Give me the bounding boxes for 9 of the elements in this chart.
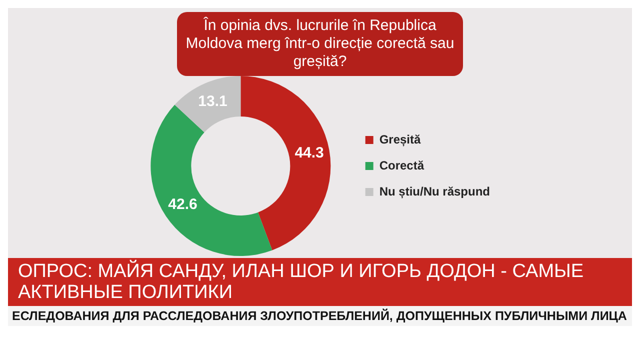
text: ОПРОС: МАЙЯ САНДУ, ИЛАН ШОР И ИГОРЬ ДОДОН - САМЫЕ АКТИВНЫЕ ПОЛИТИКИ bbox=[8, 258, 632, 306]
legend-label: Nu știu/Nu răspund bbox=[379, 184, 490, 198]
legend-label: Greșită bbox=[379, 132, 422, 146]
data-label: 42.6 bbox=[168, 196, 198, 213]
data-label: 13.1 bbox=[198, 93, 228, 110]
chart-title: În opinia dvs. lucrurile în Republica Moldova merg într-o direcție corectă sau greșită? bbox=[177, 12, 463, 76]
legend-label: Corectă bbox=[379, 158, 424, 172]
text: ЕСЛЕДОВАНИЯ ДЛЯ РАССЛЕДОВАНИЯ ЗЛОУПОТРЕБЛЕНИЙ, ДОПУЩЕННЫХ ПУБЛИЧНЫМИ ЛИЦА bbox=[8, 306, 632, 326]
data-label: 44.3 bbox=[294, 144, 324, 162]
